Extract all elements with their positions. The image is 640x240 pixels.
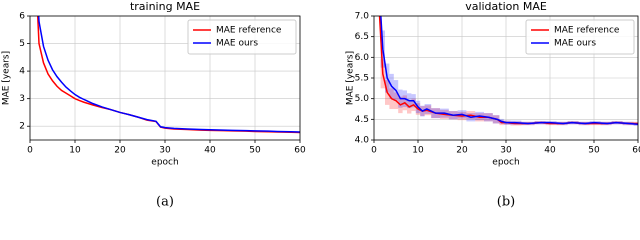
y-tick-label: 3 — [19, 94, 25, 104]
legend: MAE reference MAE ours — [187, 19, 297, 55]
y-tick-label: 4.5 — [355, 115, 369, 125]
caption: (b) — [497, 195, 515, 210]
legend-label: MAE ours — [554, 39, 596, 49]
y-tick-label: 6 — [19, 12, 25, 22]
x-axis-label: epoch — [151, 158, 178, 168]
x-tick-label: 50 — [588, 146, 600, 156]
error-band — [376, 0, 380, 16]
legend-label: MAE ours — [216, 39, 258, 49]
legend-label: MAE reference — [554, 26, 620, 36]
plot-area — [376, 0, 638, 126]
caption: (a) — [156, 195, 174, 210]
x-tick-label: 40 — [544, 146, 556, 156]
y-tick-label: 6.0 — [355, 53, 370, 63]
y-tick-label: 5.5 — [355, 74, 369, 84]
legend-box — [525, 19, 635, 55]
y-tick-label: 6.5 — [355, 32, 369, 42]
y-tick-label: 4.0 — [355, 136, 370, 146]
y-axis-label: MAE [years] — [346, 51, 356, 105]
page: {"chart_data": [ {"type": "line", "title… — [1, 0, 640, 210]
x-tick-label: 10 — [69, 146, 81, 156]
plot-frame — [29, 15, 301, 141]
legend: MAE reference MAE ours — [525, 19, 635, 55]
x-tick-label: 60 — [294, 146, 306, 156]
x-tick-label: 20 — [114, 146, 126, 156]
x-tick-label: 0 — [371, 146, 377, 156]
chart-title: training MAE — [130, 0, 200, 13]
x-tick-label: 60 — [632, 146, 640, 156]
line — [380, 16, 638, 126]
x-tick-label: 50 — [249, 146, 261, 156]
legend-box — [187, 19, 297, 55]
chart-title: validation MAE — [465, 0, 547, 13]
y-tick-label: 4 — [19, 67, 25, 77]
x-tick-label: 30 — [500, 146, 512, 156]
y-tick-label: 7.0 — [355, 12, 370, 22]
x-tick-label: 10 — [412, 146, 424, 156]
x-axis-label: epoch — [492, 158, 519, 168]
x-tick-label: 20 — [456, 146, 468, 156]
legend-label: MAE reference — [216, 26, 282, 36]
y-tick-label: 2 — [19, 122, 25, 132]
plot-frame — [373, 15, 639, 141]
x-tick-label: 40 — [204, 146, 216, 156]
y-axis-label: MAE [years] — [2, 51, 12, 105]
y-tick-label: 5 — [19, 39, 25, 49]
line — [37, 16, 300, 133]
plot-area — [36, 16, 300, 134]
y-tick-label: 5.0 — [355, 94, 370, 104]
chart: 4.0 4.5 5.0 5.5 6.0 6.5 7.0 0 10 20 30 40 50 60 valida… — [346, 0, 640, 210]
x-tick-label: 0 — [27, 146, 33, 156]
x-tick-label: 30 — [159, 146, 171, 156]
